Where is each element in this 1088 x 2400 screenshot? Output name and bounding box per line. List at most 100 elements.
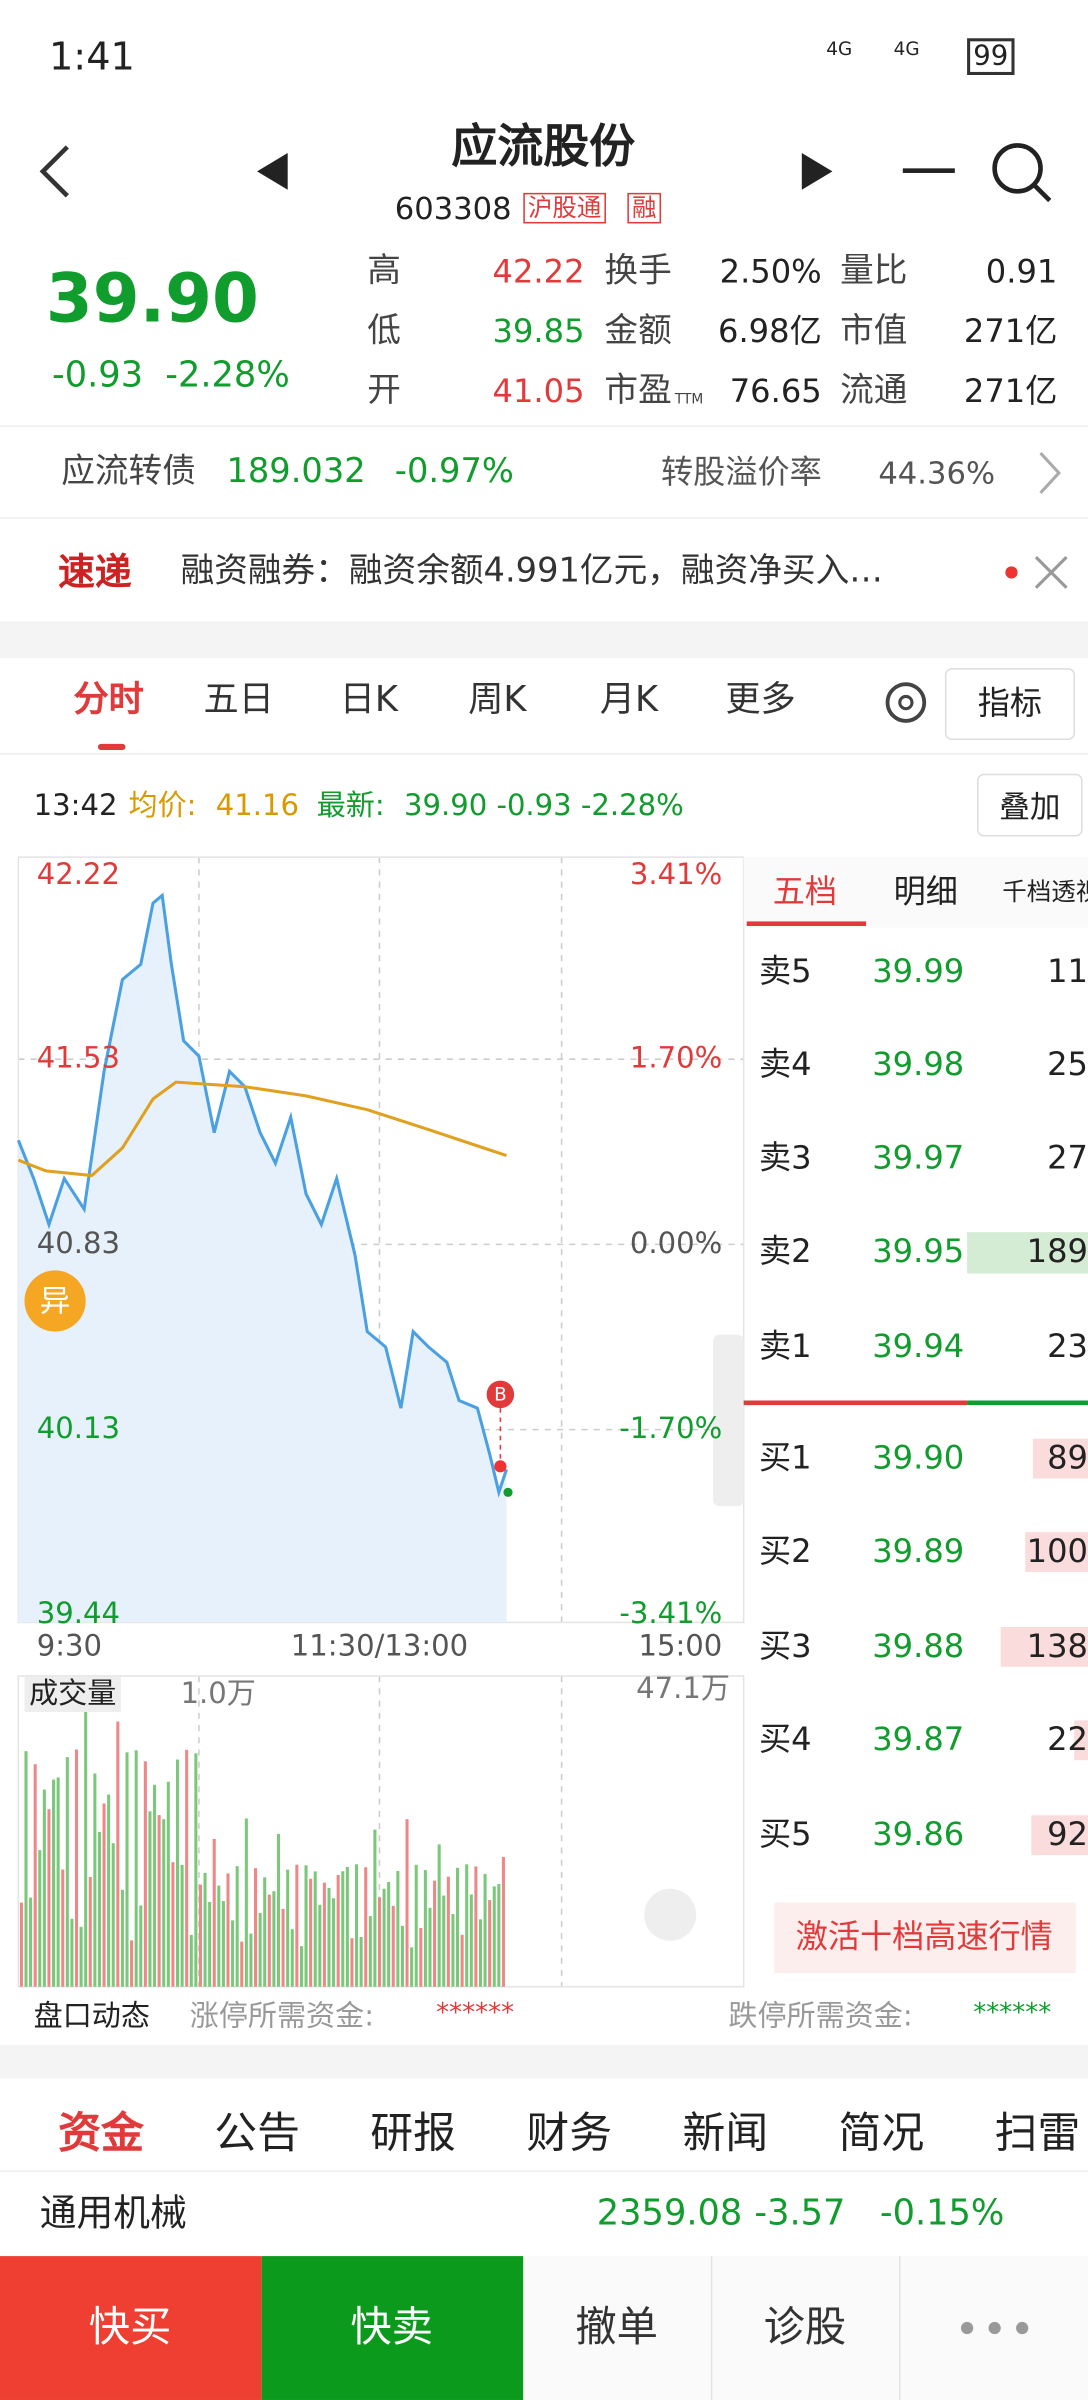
volume-bar [290, 1929, 294, 1987]
chart-tab[interactable]: 日K [339, 680, 398, 721]
change-percent: -2.28% [165, 355, 290, 396]
overlay-button[interactable]: 叠加 [999, 788, 1061, 825]
volume-bar [120, 1889, 124, 1987]
info-tab[interactable]: 扫雷 [994, 2107, 1081, 2159]
volume-bar [497, 1884, 501, 1987]
volume-bar [240, 1941, 244, 1987]
stat-value: 271亿 [963, 372, 1058, 410]
volume-bar [483, 1873, 487, 1987]
volume-bar [235, 1866, 239, 1987]
volume-bar [446, 1876, 450, 1987]
info-tab[interactable]: 简况 [838, 2107, 925, 2159]
volume-bar [442, 1895, 446, 1987]
volume-bar [221, 1901, 225, 1987]
time-axis-label: 9:30 [36, 1629, 103, 1663]
stat-value: 42.22 [492, 253, 585, 291]
percent-axis-label: -1.70% [619, 1411, 723, 1446]
book-tab[interactable]: 明细 [893, 873, 958, 910]
book-price: 39.94 [872, 1327, 965, 1365]
volume-bar [295, 1864, 299, 1987]
chart-tab[interactable]: 更多 [725, 680, 796, 721]
volume-bar [322, 1882, 326, 1987]
book-volume: 89 [1047, 1439, 1088, 1477]
volume-bar [276, 1833, 281, 1987]
tag: 融 [627, 192, 662, 224]
action-button[interactable]: 快卖 [350, 2304, 434, 2352]
volume-bar [65, 1757, 69, 1987]
volume-bar [423, 1870, 427, 1987]
price-axis-label: 40.83 [36, 1226, 120, 1261]
chart-tab[interactable]: 周K [468, 680, 527, 721]
volume-bar [355, 1864, 359, 1987]
volume-bar [437, 1844, 441, 1987]
book-volume: 27 [1047, 1139, 1088, 1177]
alert-badge: 异 [39, 1282, 71, 1320]
volume-bar [171, 1862, 175, 1987]
industry-percent: -0.15% [879, 2194, 1005, 2234]
volume-bar [272, 1891, 276, 1987]
change: -0.93 [52, 355, 144, 396]
volume-bar [391, 1905, 395, 1987]
volume-bar [185, 1749, 189, 1987]
volume-bar [286, 1869, 290, 1987]
info-tab[interactable]: 公告 [214, 2107, 300, 2159]
volume-bar [130, 1940, 134, 1987]
info-tab[interactable]: 研报 [370, 2107, 457, 2159]
industry-price: 2359.08 [596, 2194, 743, 2234]
chart-tab[interactable]: 分时 [73, 680, 144, 721]
volume-bar [313, 1871, 317, 1987]
chart-tab[interactable]: 月K [599, 680, 659, 721]
volume-max: 47.1万 [636, 1672, 730, 1706]
volume-bar [116, 1721, 120, 1987]
status-time: 1:41 [48, 34, 135, 79]
volume-bar [341, 1871, 345, 1987]
time-axis-label: 11:30/13:00 [290, 1629, 469, 1663]
stat-label: 流通 [840, 371, 908, 411]
volume-bar [428, 1907, 432, 1987]
action-button[interactable]: 诊股 [763, 2304, 847, 2352]
volume-bar [79, 1926, 83, 1987]
book-price: 39.86 [872, 1816, 965, 1853]
book-label: 卖4 [758, 1046, 812, 1083]
stock-name: 应流股份 [451, 120, 636, 175]
chart-tab[interactable]: 五日 [203, 680, 274, 721]
volume-bar [254, 1868, 258, 1987]
stat-label: 低 [367, 312, 401, 351]
activate-button[interactable]: 激活十档高速行情 [795, 1918, 1053, 1956]
book-price: 39.89 [872, 1532, 965, 1570]
stock-code: 603308 [394, 189, 512, 227]
book-tab[interactable]: 五档 [772, 873, 838, 910]
indicator-button[interactable]: 指标 [977, 684, 1043, 722]
book-tab[interactable]: 千档透视 [1002, 877, 1088, 907]
volume-bar [488, 1900, 492, 1987]
volume-bar [359, 1937, 363, 1987]
book-price: 39.98 [872, 1046, 965, 1083]
action-button[interactable]: 撤单 [575, 2304, 658, 2352]
limit-down-label: 跌停所需资金: [728, 1999, 913, 2034]
volume-bar [226, 1873, 230, 1987]
volume-bar [336, 1874, 340, 1987]
volume-bar [153, 1784, 157, 1987]
info-tab[interactable]: 新闻 [682, 2107, 769, 2159]
stat-value: 2.50% [719, 253, 822, 291]
percent-axis-label: -3.41% [619, 1597, 723, 1631]
news-text[interactable]: 融资融券：融资余额4.991亿元，融资净买入… [180, 552, 883, 591]
pankou-title: 盘口动态 [33, 1999, 150, 2034]
stat-label: 市盈 [604, 371, 672, 411]
volume-bar [208, 1901, 212, 1987]
info-tab[interactable]: 资金 [58, 2107, 144, 2159]
volume-bar [102, 1803, 106, 1987]
volume-bar [318, 1904, 322, 1987]
volume-bar [42, 1789, 46, 1987]
volume-bar [382, 1888, 386, 1987]
volume-bar [203, 1872, 207, 1987]
action-button[interactable]: 快买 [88, 2304, 172, 2352]
book-volume: 22 [1047, 1721, 1088, 1758]
volume-selector[interactable]: 成交量 [24, 1676, 121, 1712]
price: 39.90 [45, 260, 259, 339]
price-axis-label: 42.22 [36, 857, 120, 892]
volume-bar [61, 1869, 65, 1987]
info-tab[interactable]: 财务 [526, 2107, 613, 2159]
